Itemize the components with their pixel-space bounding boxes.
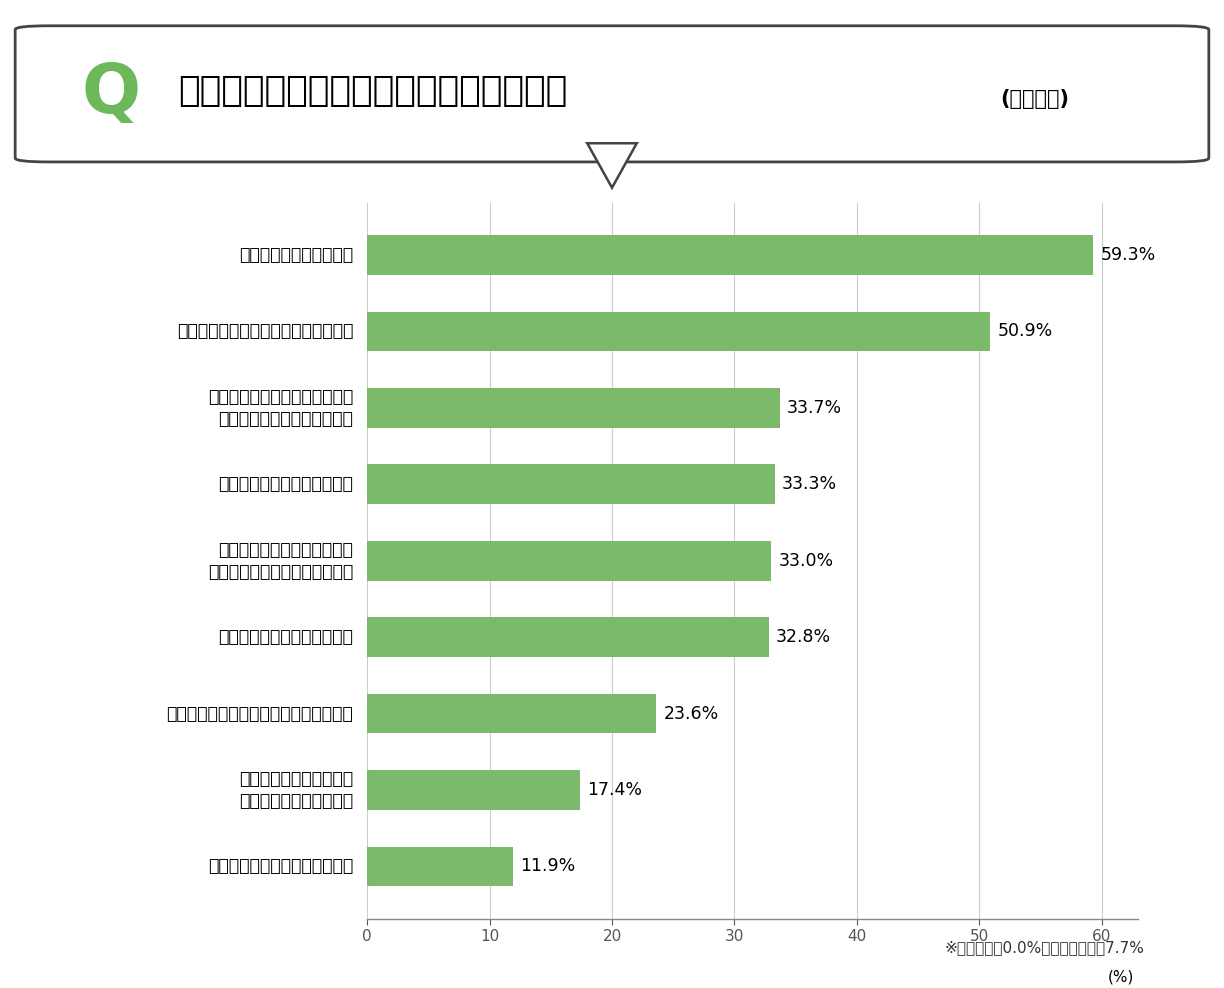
Bar (367, 311, 990, 352)
Text: 32.8%: 32.8% (776, 628, 831, 646)
Text: (複数回答): (複数回答) (1000, 89, 1070, 109)
Bar (367, 770, 580, 810)
Bar (367, 694, 656, 733)
Bar (367, 847, 513, 886)
Text: 省エネ住宅の魅力は何だと思いますか？: 省エネ住宅の魅力は何だと思いますか？ (179, 74, 568, 109)
Text: Q: Q (81, 60, 141, 127)
Text: 33.3%: 33.3% (782, 475, 837, 493)
Bar (367, 464, 775, 504)
Bar (367, 618, 769, 657)
Text: 11.9%: 11.9% (520, 858, 575, 875)
Text: 33.7%: 33.7% (787, 399, 842, 417)
Text: 59.3%: 59.3% (1100, 246, 1155, 264)
Text: 23.6%: 23.6% (663, 704, 718, 722)
Bar (367, 235, 1093, 275)
Polygon shape (588, 143, 636, 188)
Text: (%): (%) (1108, 969, 1135, 985)
FancyBboxPatch shape (15, 26, 1209, 162)
Bar (367, 388, 780, 428)
Text: 33.0%: 33.0% (778, 551, 834, 570)
Text: 50.9%: 50.9% (998, 322, 1053, 341)
Text: 17.4%: 17.4% (588, 781, 643, 799)
Text: ※「その他」0.0%、「特になし」7.7%: ※「その他」0.0%、「特になし」7.7% (945, 941, 1144, 955)
Bar (367, 540, 771, 581)
